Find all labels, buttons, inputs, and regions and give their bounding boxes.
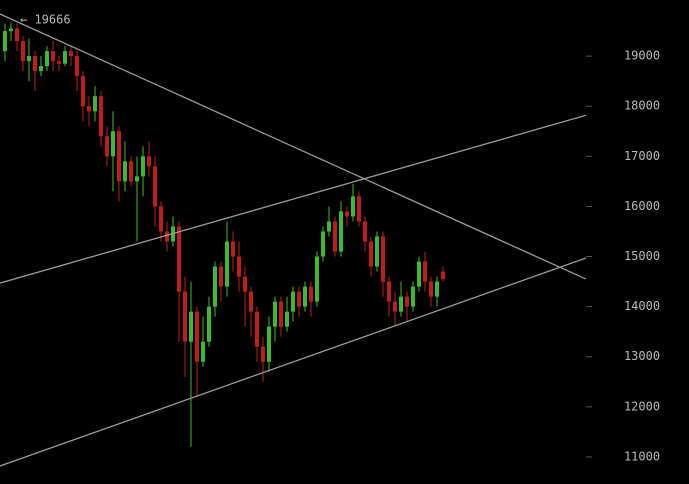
- candle-body: [387, 281, 392, 302]
- candle-body: [357, 196, 362, 222]
- candle-body: [284, 311, 289, 327]
- y-tick-label: 15000: [624, 249, 660, 263]
- candle-body: [74, 56, 79, 77]
- candle-body: [411, 286, 416, 307]
- candle-body: [164, 231, 169, 242]
- candle-body: [128, 161, 133, 182]
- candle-body: [351, 196, 356, 217]
- candle-body: [236, 256, 241, 277]
- candle-body: [278, 301, 283, 327]
- candle-body: [435, 281, 440, 297]
- y-tick-label: 18000: [624, 99, 660, 113]
- candle-body: [212, 266, 217, 307]
- candle-body: [254, 311, 259, 347]
- candle-body: [272, 301, 277, 327]
- candle-body: [20, 41, 25, 62]
- candle-body: [393, 301, 398, 312]
- candle-body: [369, 241, 374, 267]
- candle-body: [50, 51, 55, 62]
- candle-body: [14, 28, 19, 42]
- trendline: [0, 114, 587, 284]
- y-tick-label: 19000: [624, 49, 660, 63]
- candle-body: [176, 226, 181, 292]
- candle-body: [80, 76, 85, 107]
- candle-body: [92, 96, 97, 112]
- candle-body: [26, 56, 31, 62]
- candle-body: [104, 136, 109, 157]
- candle-body: [327, 221, 332, 232]
- candle-body: [242, 276, 247, 292]
- y-tick-label: 16000: [624, 199, 660, 213]
- y-tick-label: 12000: [624, 399, 660, 413]
- y-tick-label: 17000: [624, 149, 660, 163]
- candle-body: [321, 231, 326, 257]
- candle-body: [32, 56, 37, 72]
- candle-body: [429, 281, 434, 297]
- trendline: [0, 257, 587, 467]
- candle-body: [333, 221, 338, 252]
- candle-body: [345, 211, 350, 217]
- candle-body: [194, 311, 199, 362]
- candle-body: [146, 156, 151, 167]
- candle-body: [182, 291, 187, 342]
- candle-body: [2, 31, 7, 52]
- y-tick-label: 14000: [624, 299, 660, 313]
- candle-body: [309, 286, 314, 302]
- candle-body: [297, 291, 302, 307]
- candle-body: [134, 176, 139, 182]
- candle-body: [260, 346, 265, 362]
- candle-body: [56, 61, 61, 64]
- candle-body: [291, 291, 295, 312]
- candle-body: [303, 286, 308, 307]
- candle-body: [381, 236, 386, 282]
- candle-body: [266, 326, 271, 362]
- candle-body: [375, 236, 380, 267]
- candle-body: [417, 261, 422, 287]
- candle-body: [399, 296, 404, 312]
- candle-body: [122, 161, 127, 182]
- candle-body: [98, 96, 103, 137]
- candle-body: [158, 206, 163, 232]
- trendline: [0, 13, 587, 280]
- candle-body: [218, 266, 223, 287]
- candle-body: [423, 261, 428, 282]
- candle-body: [188, 311, 193, 342]
- annotation: ← 19666: [20, 13, 71, 27]
- candle-body: [200, 341, 205, 362]
- candle-body: [116, 131, 121, 182]
- candle-body: [140, 156, 145, 177]
- candle-body: [8, 28, 13, 32]
- candle-body: [405, 296, 410, 307]
- candle-body: [206, 306, 211, 342]
- candle-body: [152, 166, 157, 207]
- candle-body: [68, 51, 73, 57]
- candle-body: [315, 256, 320, 302]
- candle-body: [44, 51, 49, 67]
- candle-body: [110, 131, 115, 157]
- candle-body: [224, 241, 229, 287]
- candle-body: [38, 66, 43, 72]
- candle-body: [86, 106, 91, 112]
- candle-body: [248, 291, 253, 312]
- candle-body: [339, 211, 344, 252]
- candle-body: [441, 271, 446, 280]
- candle-body: [230, 241, 235, 257]
- y-tick-label: 13000: [624, 349, 660, 363]
- y-tick-label: 11000: [624, 449, 660, 463]
- candle-body: [62, 51, 67, 64]
- candle-body: [363, 221, 368, 242]
